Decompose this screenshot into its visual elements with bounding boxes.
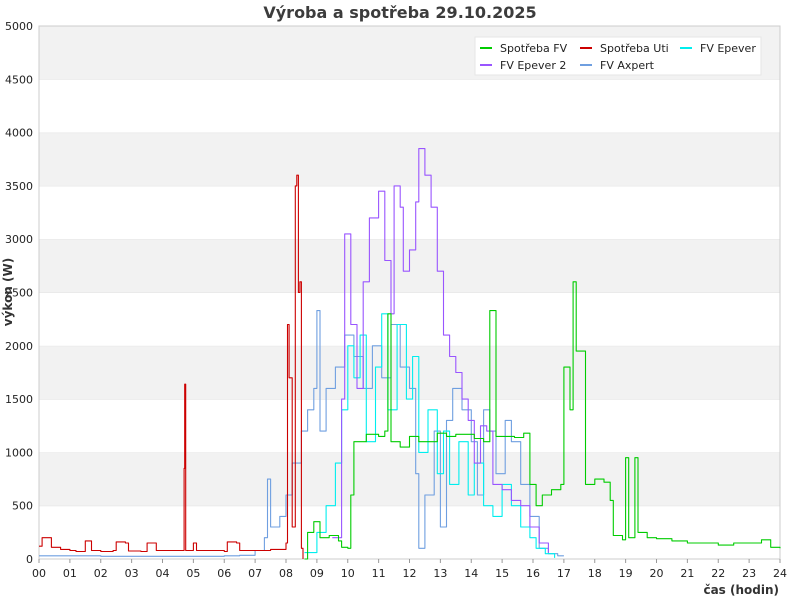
x-axis-label: čas (hodin) (703, 583, 779, 597)
x-tick-label: 08 (279, 567, 293, 580)
y-tick-label: 3500 (5, 180, 33, 193)
legend-label: Spotřeba Uti (600, 42, 669, 55)
x-tick-label: 18 (588, 567, 602, 580)
legend-label: FV Epever (700, 42, 756, 55)
x-tick-label: 22 (711, 567, 725, 580)
x-tick-label: 07 (248, 567, 262, 580)
x-tick-label: 10 (341, 567, 355, 580)
legend-box (474, 36, 762, 76)
grid-bands (39, 25, 780, 559)
x-tick-label: 03 (125, 567, 139, 580)
series-line-4 (332, 148, 549, 553)
series-layer (39, 148, 781, 560)
y-tick-label: 5000 (5, 20, 33, 33)
legend: Spotřeba FV Spotřeba Uti FV Epever FV Epeve… (474, 36, 762, 76)
grid-band (39, 132, 780, 186)
x-tick-label: 09 (310, 567, 324, 580)
y-tick-label: 4500 (5, 73, 33, 86)
x-tick-label: 14 (464, 567, 478, 580)
y-tick-label: 3000 (5, 233, 33, 246)
series-line-1 (304, 281, 781, 560)
x-tick-label: 12 (403, 567, 417, 580)
y-tick-label: 1500 (5, 393, 33, 406)
y-axis-label: výkon (W) (1, 258, 15, 326)
grid-band (39, 292, 780, 346)
x-tick-label: 16 (526, 567, 540, 580)
y-tick-label: 2500 (5, 287, 33, 300)
y-tick-label: 0 (26, 553, 33, 566)
chart-title: Výroba a spotřeba 29.10.2025 (263, 3, 536, 22)
x-tick-label: 05 (186, 567, 200, 580)
x-tick-label: 11 (372, 567, 386, 580)
x-tick-label: 01 (63, 567, 77, 580)
grid-band (39, 452, 780, 506)
x-tick-label: 20 (650, 567, 664, 580)
x-tick-label: 06 (217, 567, 231, 580)
x-tick-label: 24 (773, 567, 787, 580)
series-line-2 (39, 174, 304, 559)
x-tick-label: 13 (433, 567, 447, 580)
y-tick-label: 4000 (5, 127, 33, 140)
x-tick-label: 19 (619, 567, 633, 580)
grid-band (39, 79, 780, 133)
y-tick-label: 2000 (5, 340, 33, 353)
x-tick-label: 17 (557, 567, 571, 580)
x-tick-label: 21 (680, 567, 694, 580)
x-tick-label: 04 (156, 567, 170, 580)
ticks-layer: 0500100015002000250030003500400045005000… (5, 20, 787, 580)
legend-label: FV Axpert (600, 59, 655, 72)
y-tick-label: 1000 (5, 446, 33, 459)
x-tick-label: 23 (742, 567, 756, 580)
x-tick-label: 15 (495, 567, 509, 580)
legend-label: Spotřeba FV (500, 42, 568, 55)
grid-band (39, 185, 780, 240)
legend-label: FV Epever 2 (500, 59, 566, 72)
x-tick-label: 00 (32, 567, 46, 580)
grid-band (39, 505, 780, 559)
y-tick-label: 500 (12, 500, 33, 513)
x-tick-label: 02 (94, 567, 108, 580)
